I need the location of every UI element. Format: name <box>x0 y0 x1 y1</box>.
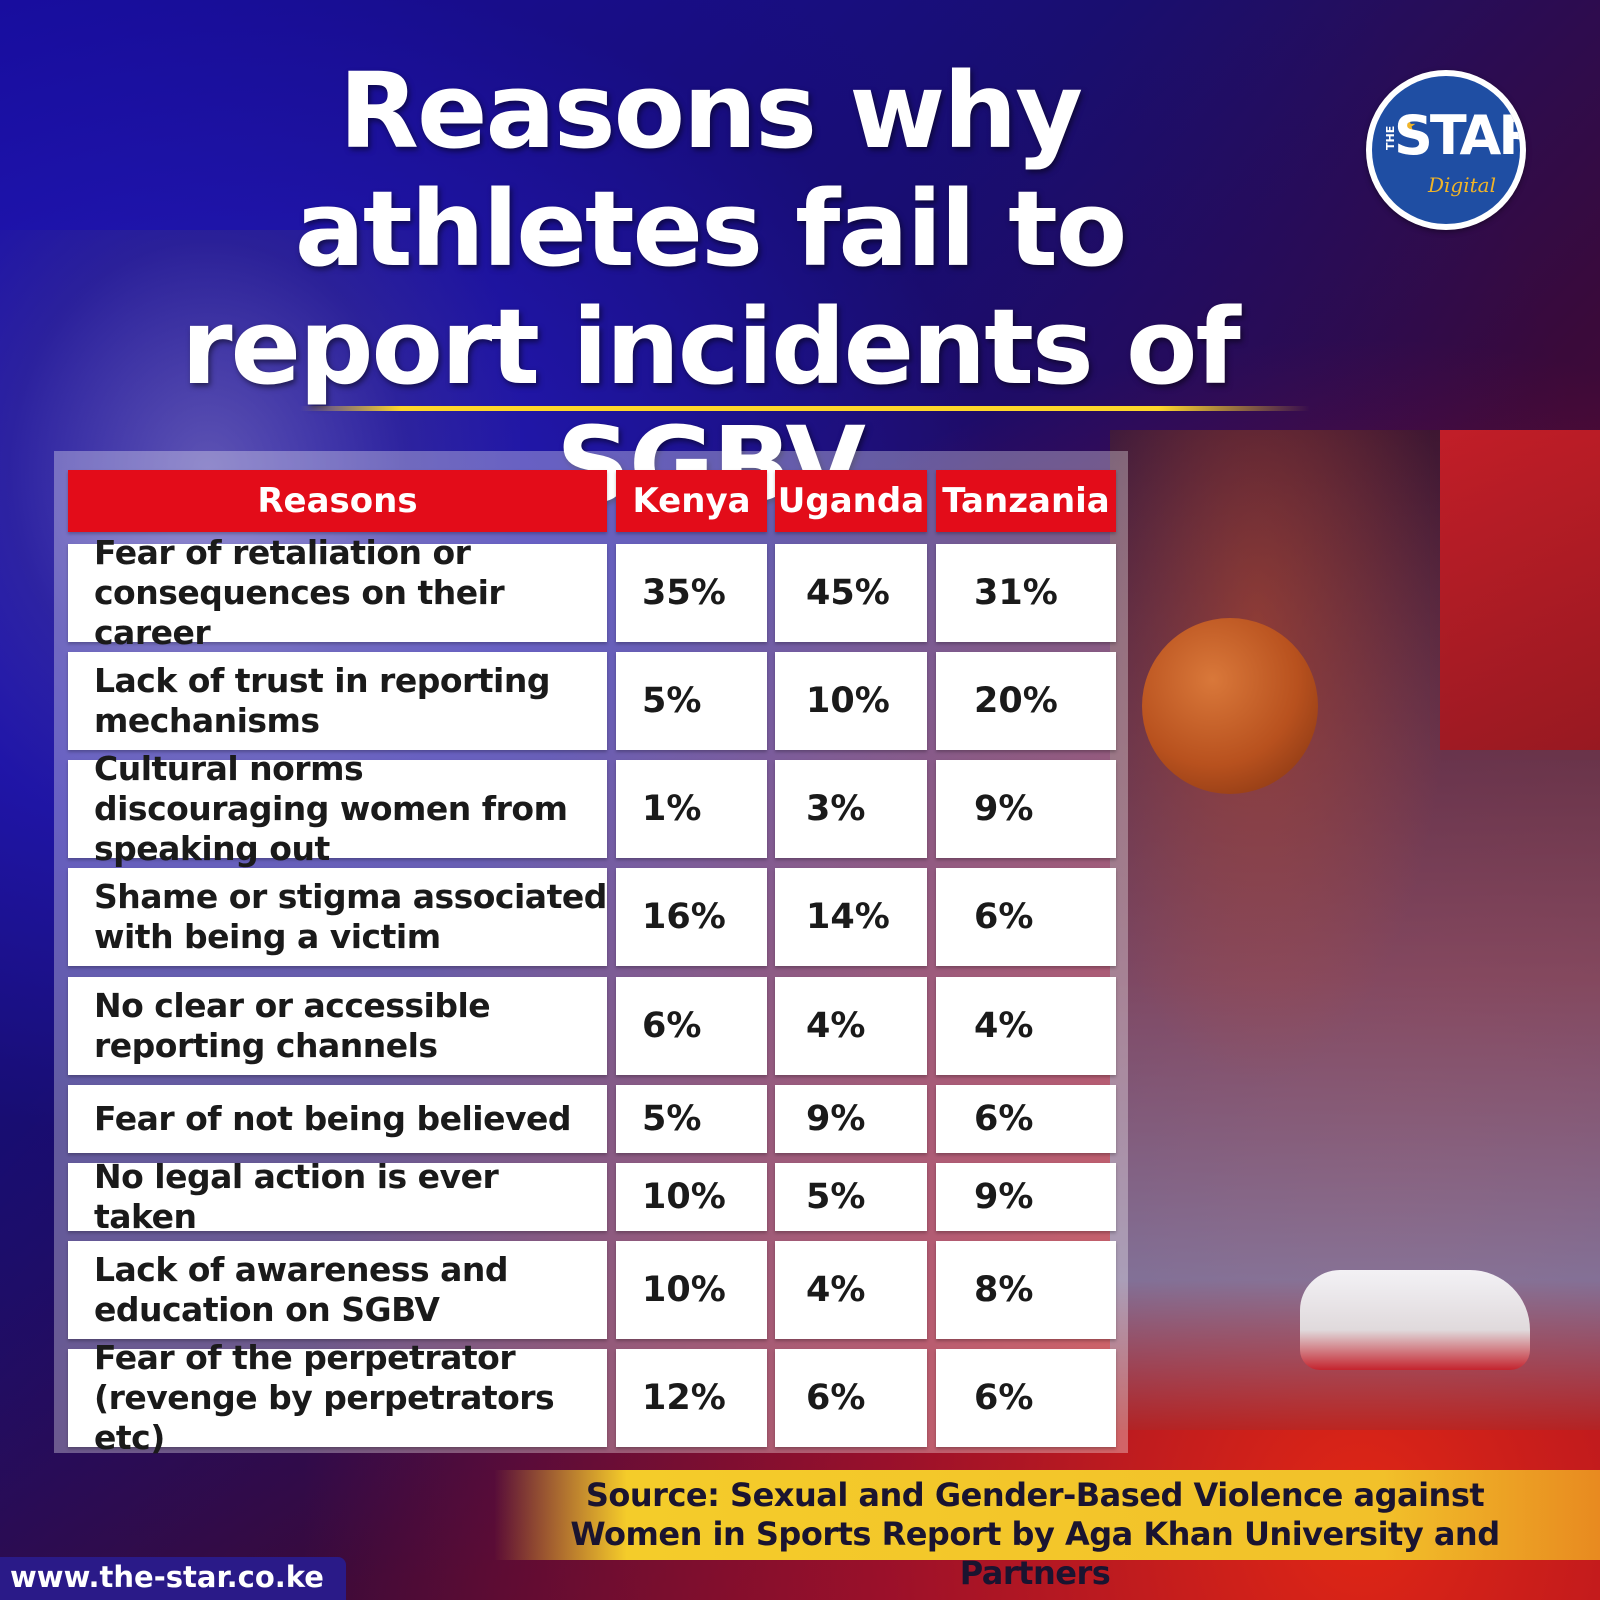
source-note: Source: Sexual and Gender-Based Violence… <box>570 1476 1500 1592</box>
source-banner <box>494 1470 1600 1560</box>
sneaker-shape <box>1300 1270 1530 1370</box>
star-icon: ★ <box>1402 116 1417 135</box>
value-tanzania: 9% <box>936 1163 1116 1231</box>
value-tanzania: 4% <box>936 977 1116 1075</box>
table-header-tanzania: Tanzania <box>936 470 1116 532</box>
table-header-kenya: Kenya <box>616 470 767 532</box>
value-kenya: 35% <box>616 544 767 642</box>
row-reason-label: Lack of trust in reporting mechanisms <box>68 652 607 750</box>
value-kenya: 12% <box>616 1349 767 1447</box>
page-title: Reasons why athletes fail to report inci… <box>181 50 1240 526</box>
row-reason-label: Fear of not being believed <box>68 1085 607 1153</box>
row-reason-label: No legal action is ever taken <box>68 1157 607 1236</box>
value-uganda: 9% <box>775 1085 927 1153</box>
value-tanzania: 8% <box>936 1241 1116 1339</box>
value-uganda: 4% <box>775 977 927 1075</box>
value-uganda: 14% <box>775 868 927 966</box>
value-tanzania: 9% <box>936 760 1116 858</box>
value-tanzania: 31% <box>936 544 1116 642</box>
value-uganda: 6% <box>775 1349 927 1447</box>
value-kenya: 16% <box>616 868 767 966</box>
logo-star-text: STAR <box>1394 104 1520 167</box>
value-tanzania: 20% <box>936 652 1116 750</box>
value-uganda: 3% <box>775 760 927 858</box>
row-reason-label: Lack of awareness and education on SGBV <box>68 1241 607 1339</box>
table-header-reasons: Reasons <box>68 470 607 532</box>
the-star-logo: THE ★ STAR Digital <box>1366 70 1526 230</box>
basketball-shape <box>1142 618 1318 794</box>
row-reason-label: Fear of the perpetrator (revenge by perp… <box>68 1338 607 1457</box>
website-url: www.the-star.co.ke <box>10 1560 324 1594</box>
value-kenya: 5% <box>616 652 767 750</box>
value-kenya: 5% <box>616 1085 767 1153</box>
value-uganda: 4% <box>775 1241 927 1339</box>
value-kenya: 10% <box>616 1163 767 1231</box>
value-kenya: 6% <box>616 977 767 1075</box>
value-tanzania: 6% <box>936 868 1116 966</box>
value-kenya: 1% <box>616 760 767 858</box>
value-tanzania: 6% <box>936 1349 1116 1447</box>
value-uganda: 5% <box>775 1163 927 1231</box>
value-uganda: 10% <box>775 652 927 750</box>
row-reason-label: Cultural norms discouraging women from s… <box>68 749 607 868</box>
website-bar <box>0 1557 346 1600</box>
row-reason-label: Fear of retaliation or consequences on t… <box>68 533 607 652</box>
value-kenya: 10% <box>616 1241 767 1339</box>
logo-digital-text: Digital <box>1428 173 1496 197</box>
row-reason-label: Shame or stigma associated with being a … <box>68 868 607 966</box>
red-jersey-shape <box>1440 430 1600 750</box>
title-underline <box>300 406 1310 411</box>
row-reason-label: No clear or accessible reporting channel… <box>68 977 607 1075</box>
table-header-uganda: Uganda <box>775 470 927 532</box>
value-tanzania: 6% <box>936 1085 1116 1153</box>
value-uganda: 45% <box>775 544 927 642</box>
